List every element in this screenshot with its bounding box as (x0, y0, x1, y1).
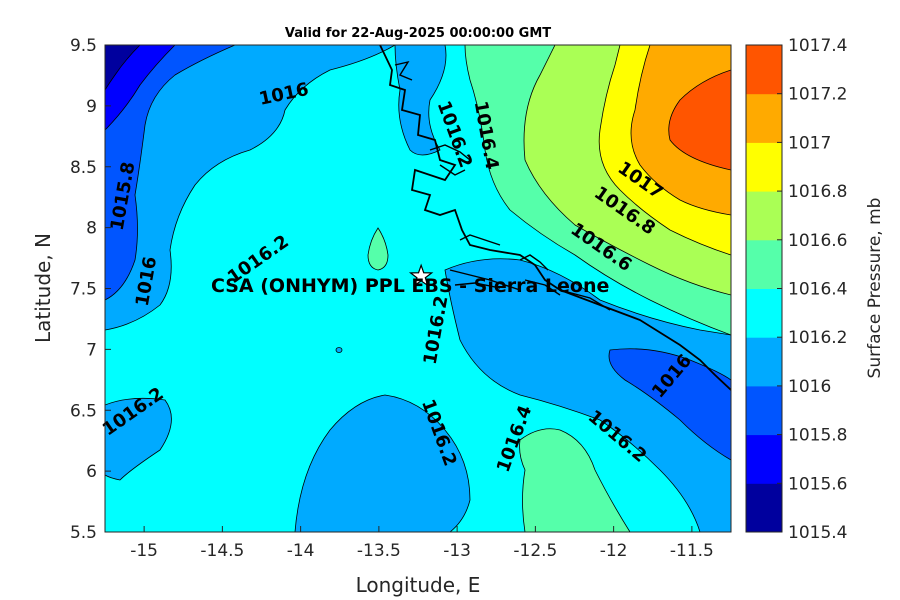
x-axis-label: Longitude, E (356, 573, 481, 597)
colorbar-band (746, 385, 782, 436)
band-1015-8-nw (105, 45, 236, 301)
band-1016-west (105, 45, 396, 331)
band-1016-islet (335, 347, 343, 353)
colorbar-band (746, 45, 782, 95)
coastline-islands (449, 269, 521, 291)
y-tick-label: 9.5 (70, 36, 97, 56)
x-tick-label: -15 (130, 541, 158, 561)
figure-title: Valid for 22-Aug-2025 00:00:00 GMT (285, 26, 551, 41)
band-1016-sw (105, 397, 172, 481)
colorbar-label: Surface Pressure, mb (865, 198, 885, 379)
colorbar-tick-label: 1015.4 (788, 523, 847, 543)
y-tick-label: 8.5 (70, 158, 97, 178)
y-tick-label: 8 (86, 219, 97, 239)
coastline-detail (394, 60, 611, 311)
colorbar-band (746, 191, 782, 241)
colorbar-tick-label: 1015.6 (788, 474, 847, 494)
band-1017-2 (668, 69, 731, 171)
y-tick-label: 6 (86, 462, 97, 482)
band-1016-south (294, 394, 471, 532)
x-tick-label: -13 (443, 541, 471, 561)
x-tick-label: -14.5 (200, 541, 244, 561)
site-label: CSA (ONHYM) PPL EBS - Sierra Leone (211, 275, 609, 297)
band-1016-4-south (519, 428, 631, 532)
band-1015-4 (105, 45, 141, 91)
colorbar-band (746, 483, 782, 533)
y-axis-label: Latitude, N (31, 233, 55, 343)
contour-field (105, 45, 731, 532)
colorbar-tick-label: 1016 (788, 377, 831, 397)
y-axis-ticks: 5.5 6 6.5 7 7.5 8 8.5 9 9.5 (70, 36, 111, 543)
band-1015-6 (105, 45, 176, 131)
x-tick-label: -13.5 (357, 541, 401, 561)
coastline (379, 45, 731, 391)
x-axis-ticks: -15 -14.5 -14 -13.5 -13 -12.5 -12 -11.5 (130, 526, 714, 561)
colorbar-band (746, 93, 782, 143)
band-1016-4-island (367, 227, 389, 271)
colorbar-tick-label: 1016.8 (788, 182, 847, 202)
x-tick-label: -11.5 (670, 541, 714, 561)
colorbar-tick-label: 1017 (788, 133, 831, 153)
site-marker-group: CSA (ONHYM) PPL EBS - Sierra Leone (211, 263, 609, 297)
y-tick-label: 5.5 (70, 523, 97, 543)
colorbar-tick-label: 1016.4 (788, 280, 847, 300)
colorbar-band (746, 288, 782, 338)
colorbar-band (746, 142, 782, 192)
band-1016-ne (394, 45, 447, 156)
x-tick-label: -12 (600, 541, 628, 561)
white-star-icon (408, 263, 434, 287)
colorbar-tick-label: 1016.2 (788, 328, 847, 348)
band-1016-se (444, 258, 731, 532)
y-tick-label: 6.5 (70, 401, 97, 421)
colorbar-tick-label: 1016.6 (788, 231, 847, 251)
colorbar: 1015.4 1015.6 1015.8 1016 1016.2 1016.4 1016.6… (745, 36, 847, 543)
colorbar-band (746, 337, 782, 387)
y-tick-label: 7 (86, 340, 97, 360)
band-1015-8-se (608, 348, 731, 461)
colorbar-tick-label: 1015.8 (788, 426, 847, 446)
colorbar-band (746, 434, 782, 484)
colorbar-tick-label: 1017.4 (788, 36, 847, 56)
x-tick-label: -12.5 (513, 541, 557, 561)
colorbar-band (746, 239, 782, 289)
x-tick-label: -14 (287, 541, 315, 561)
y-tick-label: 7.5 (70, 280, 97, 300)
colorbar-tick-label: 1017.2 (788, 85, 847, 105)
y-tick-label: 9 (86, 97, 97, 117)
